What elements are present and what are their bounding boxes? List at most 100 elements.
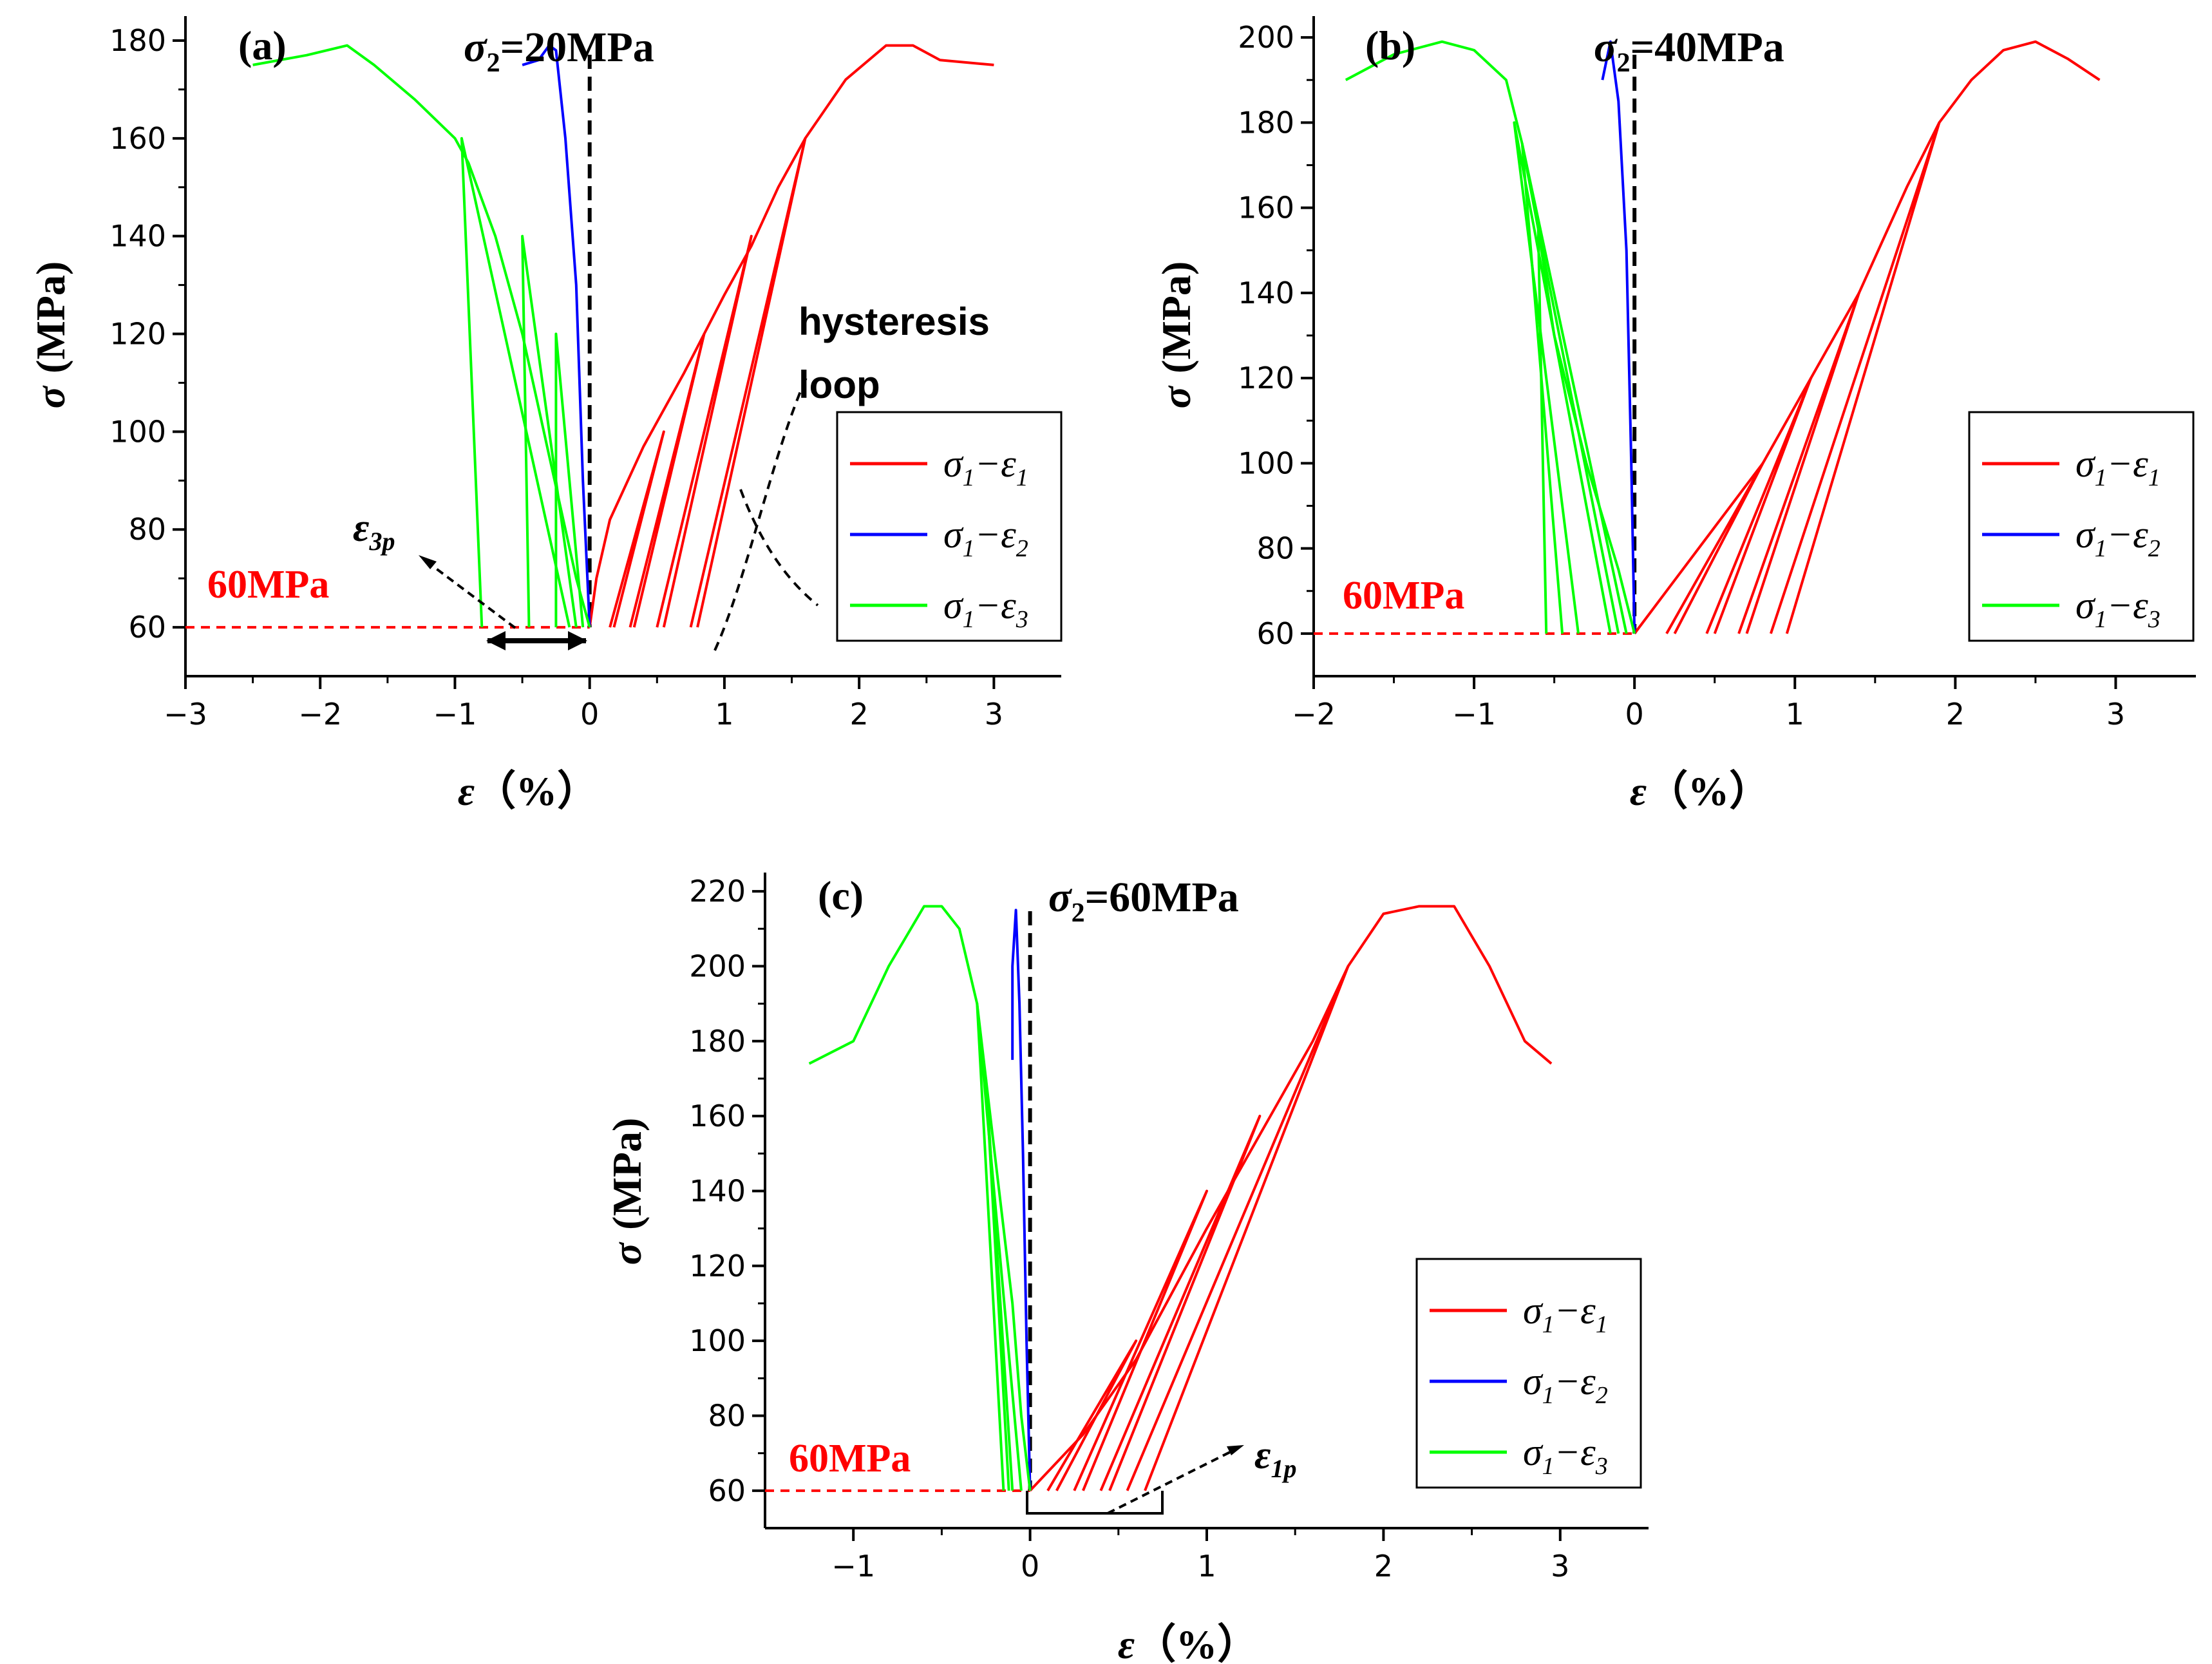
panel-c-x-label: ε（%） [1118,1621,1258,1664]
panel-c-legend: σ1−ε1 σ1−ε2 σ1−ε3 [1415,1258,1642,1489]
panel-b-y-tick-label: 80 [1256,531,1294,566]
panel-b: −2 −1 0 1 2 3 60 80 100 120 140 160 180 200 (b) σ2=40… [1153,16,2196,814]
panel-a-series-1-path-3 [629,332,706,628]
panel-c-x-tick-label: −1 [831,1549,875,1584]
panel-a-ref-label: 60MPa [207,563,329,607]
panel-b-series-1-path-3 [1705,377,1813,634]
panel-a-strain-label: ε3p [353,506,395,556]
panel-b-y-tick-label: 120 [1238,361,1294,395]
panel-b-y-tick-label: 140 [1238,276,1294,310]
panel-a-series [252,44,994,628]
panel-b-series-3-path-2 [1536,227,1620,634]
panel-a-series-1-path-2 [609,430,665,628]
panel-a-legend-box [836,411,1063,642]
panel-a-legend-label-3: σ1−ε3 [943,584,1028,633]
panel-b-x-tick-label: 2 [1946,697,1965,732]
panel-b-series-2-path-1 [1601,40,1636,634]
panel-c: −1 0 1 2 3 60 80 100 120 140 160 180 200 220 (c) σ2=6… [604,873,1649,1664]
panel-c-x-tick-label: 1 [1197,1549,1216,1584]
panel-a-legend-label-2: σ1−ε2 [943,513,1028,562]
panel-b-y-tick-label: 180 [1238,105,1294,140]
panel-b-x-tick-label: 1 [1786,697,1804,732]
panel-b-legend-label-1: σ1−ε1 [2075,442,2160,491]
panel-b-y-tick-label: 100 [1238,446,1294,480]
panel-b-legend-label-3: σ1−ε3 [2075,584,2160,633]
panel-c-series-1-path-4 [1099,1115,1262,1491]
panel-a-series-1-path-5 [689,137,807,628]
panel-c-y-tick-label: 220 [689,874,746,909]
panel-a-ticks: −3 −2 −1 0 1 2 3 60 80 100 120 140 160 180 [109,16,1061,732]
panel-b-title: σ2=40MPa [1594,24,1784,78]
panel-a-x-tick-label: −1 [433,697,477,732]
panel-c-series-1-path-3 [1073,1189,1208,1491]
panel-a-y-label: σ(MPa) [28,261,73,409]
panel-c-strain-pointer [1107,1448,1237,1515]
panel-a-legend: σ1−ε1 σ1−ε2 σ1−ε3 [836,411,1063,642]
panel-a-y-tick-label: 100 [109,414,166,449]
panel-b-y-label: σ(MPa) [1153,261,1199,409]
panel-b-series-1-path-4 [1737,291,1860,634]
panel-a-series-2-path-1 [522,44,591,628]
panel-a-x-label: ε（%） [458,768,598,814]
panel-a-series-3-path-3 [460,137,571,628]
panel-b-series-3-path-3 [1520,142,1628,634]
panel-b-legend-box [1968,411,2195,642]
panel-b-plot-area [1314,40,2101,635]
panel-a-y-tick-label: 180 [109,23,166,58]
panel-a-x-tick-label: −3 [164,697,207,732]
panel-a-x-tick-label: 2 [850,697,869,732]
panel-b-x-label: ε（%） [1630,768,1770,814]
panel-b-x-tick-label: −1 [1452,697,1496,732]
panel-a-y-tick-label: 120 [109,317,166,352]
panel-a-hysteresis-label-1: hysteresis [799,300,990,343]
panel-a-x-tick-label: 3 [985,697,1003,732]
panel-c-title: σ2=60MPa [1048,874,1239,928]
panel-c-x-tick-label: 2 [1374,1549,1393,1584]
panel-a-hysteresis-loop-outline [714,373,819,651]
panel-c-x-tick-label: 3 [1551,1549,1569,1584]
panel-c-strain-label: ε1p [1254,1433,1296,1483]
panel-a-strain-pointer [424,559,516,629]
panel-a-y-tick-label: 160 [109,121,166,156]
panel-a-series-1-path-4 [656,234,753,628]
panel-c-legend-label-3: σ1−ε3 [1523,1431,1608,1480]
panel-b-legend: σ1−ε1 σ1−ε2 σ1−ε3 [1968,411,2195,642]
panel-c-series-3-path-2 [976,1002,1023,1491]
panel-b-series-1-path-1 [1633,40,2101,635]
panel-c-plot-area [765,905,1553,1492]
panel-b-series-3-path-1 [1345,40,1636,634]
panel-c-y-tick-label: 120 [689,1249,746,1283]
panel-c-series-3-path-1 [808,905,1032,1491]
panel-a-x-tick-label: −2 [298,697,342,732]
panel-a-y-tick-label: 80 [128,512,166,547]
panel-a-plot-area [185,44,994,629]
panel-a-x-tick-label: 1 [715,697,733,732]
panel-b-ref-label: 60MPa [1343,574,1464,618]
panel-a-series-3-path-1 [252,44,591,628]
panel-b-x-tick-label: −2 [1292,697,1336,732]
panel-a-series-3-path-2 [521,234,578,628]
panel-b-x-tick-label: 3 [2106,697,2125,732]
panel-c-y-tick-label: 100 [689,1323,746,1358]
panel-a-strain-pointer-head [419,555,437,569]
panel-c-tag: (c) [818,873,864,918]
panel-c-series-1-path-2 [1046,1339,1138,1491]
panel-c-ticks: −1 0 1 2 3 60 80 100 120 140 160 180 200 220 [689,873,1649,1584]
panel-a-tag: (a) [238,23,287,68]
panel-a-series-1-path-1 [588,44,994,628]
panel-b-y-tick-label: 200 [1238,20,1294,55]
panel-c-ref-label: 60MPa [789,1437,911,1480]
panel-b-y-tick-label: 160 [1238,191,1294,225]
panel-a-legend-label-1: σ1−ε1 [943,442,1028,491]
panel-c-y-tick-label: 180 [689,1024,746,1059]
panel-c-strain-bracket [1026,1491,1164,1515]
panel-c-y-tick-label: 140 [689,1173,746,1208]
panel-a-series-3-path-4 [554,332,585,628]
panel-c-y-tick-label: 160 [689,1099,746,1133]
panel-a-strain-arrow-right [568,631,587,650]
panel-c-strain-pointer-head [1227,1445,1244,1455]
panel-b-tag: (b) [1365,23,1415,68]
panel-a-strain-arrow-left [486,631,506,650]
panel-c-x-tick-label: 0 [1021,1549,1039,1584]
panel-a-hysteresis-label-2: loop [799,363,880,406]
